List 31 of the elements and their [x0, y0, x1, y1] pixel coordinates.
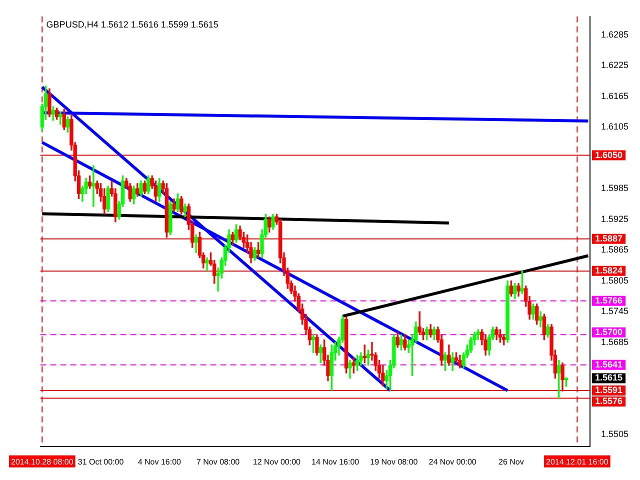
- x-tick-label: 14 Nov 16:00: [312, 457, 360, 466]
- ref-line-label: 1.5700: [595, 326, 623, 337]
- y-tick-label: 1.6225: [601, 60, 629, 70]
- y-tick-label: 1.6165: [601, 90, 629, 101]
- ref-line-label: 1.5887: [595, 233, 623, 244]
- x-tick-label: 26 Nov: [498, 457, 524, 466]
- x-tick-label: 31 Oct 00:00: [78, 457, 124, 466]
- ref-line-label: 1.5576: [595, 396, 623, 406]
- chart-title: GBPUSD,H4 1.5612 1.5616 1.5599 1.5615: [46, 19, 218, 30]
- y-tick-label: 1.5865: [601, 244, 629, 255]
- text: 1.5615: [595, 372, 623, 383]
- y-tick-label: 1.5745: [601, 306, 629, 316]
- y-tick-label: 1.5925: [601, 214, 629, 224]
- x-tick-label: 12 Nov 00:00: [252, 457, 302, 466]
- x-tick-label: 4 Nov 16:00: [138, 457, 182, 466]
- y-tick-label: 1.5985: [601, 183, 629, 194]
- y-tick-label: 1.5505: [601, 429, 629, 440]
- y-tick-label: 1.6105: [601, 122, 629, 132]
- ref-line-label: 1.5641: [595, 359, 623, 370]
- ref-line-label: 1.5824: [595, 265, 623, 276]
- x-tick-label: 7 Nov 08:00: [196, 457, 240, 466]
- y-tick-label: 1.5805: [601, 275, 629, 286]
- ref-line-label: 1.6050: [595, 150, 623, 160]
- ref-line-label: 1.5591: [595, 385, 623, 396]
- x-tick-label: 2014.10.28 08:00: [11, 457, 74, 466]
- x-tick-label: 2014.12.01 16:00: [546, 457, 609, 466]
- y-tick-label: 1.5685: [601, 336, 629, 347]
- y-tick-label: 1.6285: [601, 29, 629, 40]
- x-tick-label: 19 Nov 08:00: [370, 457, 418, 466]
- x-tick-label: 24 Nov 00:00: [428, 457, 477, 466]
- ref-line-label: 1.5766: [595, 295, 623, 306]
